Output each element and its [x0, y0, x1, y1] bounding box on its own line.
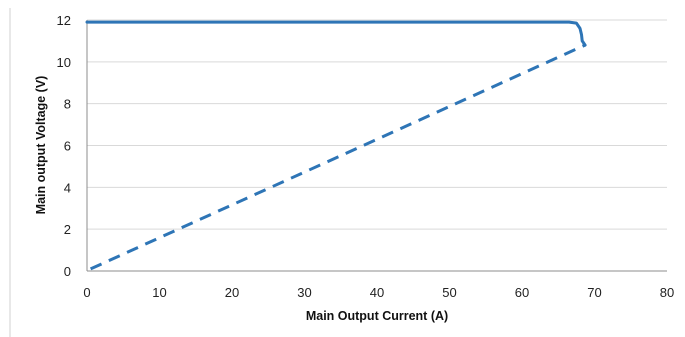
x-tick-label-30: 30 — [297, 285, 311, 300]
y-tick-label-12: 12 — [57, 13, 71, 28]
y-tick-label-6: 6 — [64, 139, 71, 154]
axes — [86, 20, 667, 272]
x-tick-label-50: 50 — [442, 285, 456, 300]
y-tick-label-2: 2 — [64, 222, 71, 237]
series-line-dashed — [89, 43, 586, 271]
x-tick-label-80: 80 — [660, 285, 674, 300]
x-axis-title: Main Output Current (A) — [306, 309, 448, 323]
x-tick-label-10: 10 — [152, 285, 166, 300]
y-tick-label-0: 0 — [64, 264, 71, 279]
y-axis-title: Main output Voltage (V) — [34, 76, 48, 215]
x-tick-label-60: 60 — [515, 285, 529, 300]
y-tick-label-10: 10 — [57, 55, 71, 70]
x-tick-label-70: 70 — [587, 285, 601, 300]
x-tick-label-20: 20 — [225, 285, 239, 300]
tick-labels: 0 2 4 6 8 10 12 0 10 20 30 40 50 60 70 80 — [57, 13, 675, 300]
series-group — [85, 20, 587, 271]
x-tick-label-40: 40 — [370, 285, 384, 300]
y-tick-label-8: 8 — [64, 97, 71, 112]
x-tick-label-0: 0 — [83, 285, 90, 300]
gridlines — [87, 19, 667, 230]
series-line-solid — [85, 20, 587, 47]
y-tick-label-4: 4 — [64, 180, 71, 195]
